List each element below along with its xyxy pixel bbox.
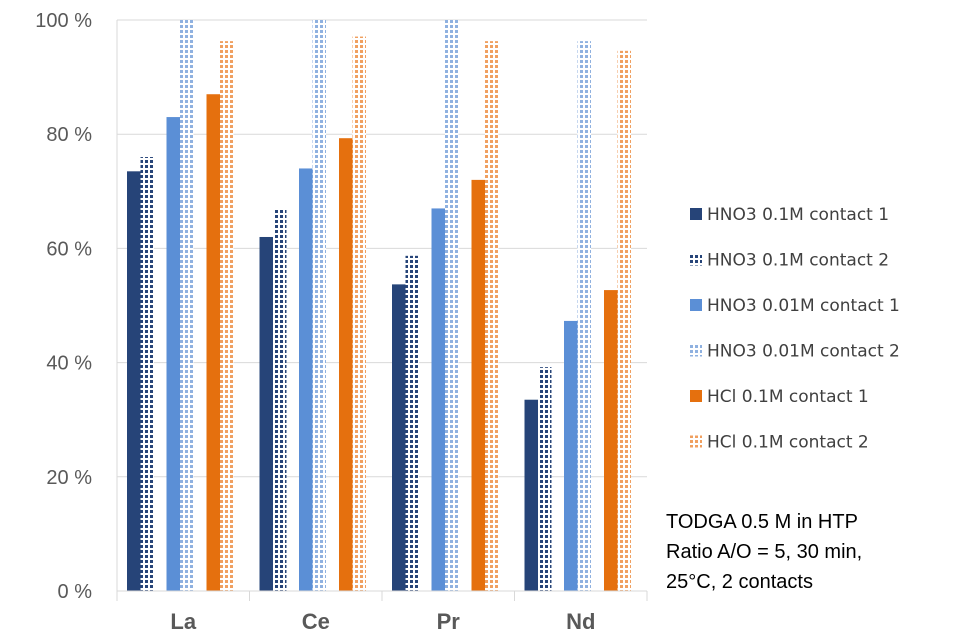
bar-nd-series-5 — [604, 290, 618, 591]
x-category-labels: La Ce Pr Nd — [170, 609, 595, 634]
bar-la-series-6 — [220, 41, 234, 591]
bar-ce-series-1 — [259, 236, 273, 592]
gridlines — [117, 19, 647, 478]
legend-label: HNO3 0.01M contact 1 — [707, 296, 900, 316]
annotation-line: Ratio A/O = 5, 30 min, — [666, 541, 862, 563]
x-category-label: Nd — [566, 609, 595, 634]
x-category-label: Ce — [302, 609, 330, 634]
bar-pr-series-3 — [431, 208, 445, 591]
bars-group — [127, 20, 631, 592]
bar-ce-series-3 — [299, 168, 313, 591]
bar-la-series-5 — [206, 94, 220, 591]
legend-label: HNO3 0.01M contact 2 — [707, 342, 900, 362]
bar-la-series-3 — [166, 117, 180, 591]
legend-swatch — [690, 253, 702, 266]
legend: HNO3 0.1M contact 1 HNO3 0.1M contact 2 HN… — [690, 205, 900, 453]
legend-swatch — [690, 344, 702, 357]
bar-la-series-4 — [180, 20, 194, 591]
legend-swatch — [690, 208, 702, 220]
bar-pr-series-4 — [445, 20, 459, 591]
bar-nd-series-2 — [538, 367, 552, 591]
bar-la-series-2 — [140, 157, 154, 592]
y-tick-label: 20 % — [46, 467, 92, 489]
y-tick-label: 60 % — [46, 238, 92, 260]
bar-nd-series-6 — [617, 50, 631, 592]
bar-la-series-1 — [127, 171, 141, 591]
bar-ce-series-2 — [273, 208, 287, 591]
annotation-line: 25°C, 2 contacts — [666, 571, 813, 593]
legend-swatch — [690, 390, 702, 402]
annotation-text: TODGA 0.5 M in HTP Ratio A/O = 5, 30 min,… — [666, 511, 862, 593]
legend-label: HCl 0.1M contact 2 — [707, 433, 869, 453]
legend-swatch — [690, 435, 702, 448]
x-category-label: Pr — [437, 609, 461, 634]
axes — [116, 20, 648, 601]
legend-swatch — [690, 299, 702, 311]
legend-label: HNO3 0.1M contact 1 — [707, 205, 889, 225]
bar-nd-series-1 — [524, 399, 538, 591]
legend-label: HNO3 0.1M contact 2 — [707, 251, 889, 271]
bar-pr-series-1 — [392, 284, 406, 591]
bar-ce-series-4 — [312, 20, 326, 591]
x-category-label: La — [170, 609, 196, 634]
bar-pr-series-5 — [471, 179, 485, 591]
y-tick-label: 80 % — [46, 124, 92, 146]
bar-ce-series-6 — [352, 36, 366, 591]
bar-pr-series-6 — [485, 41, 499, 591]
legend-label: HCl 0.1M contact 1 — [707, 387, 869, 407]
bar-nd-series-3 — [564, 320, 578, 591]
bar-ce-series-5 — [339, 138, 353, 591]
y-tick-label: 0 % — [58, 581, 93, 603]
y-tick-label: 40 % — [46, 353, 92, 375]
annotation-line: TODGA 0.5 M in HTP — [666, 511, 858, 533]
bar-nd-series-4 — [577, 41, 591, 591]
y-tick-labels: 0 % 20 % 40 % 60 % 80 % 100 % — [35, 10, 92, 603]
bar-pr-series-2 — [405, 255, 419, 591]
y-tick-label: 100 % — [35, 10, 92, 32]
